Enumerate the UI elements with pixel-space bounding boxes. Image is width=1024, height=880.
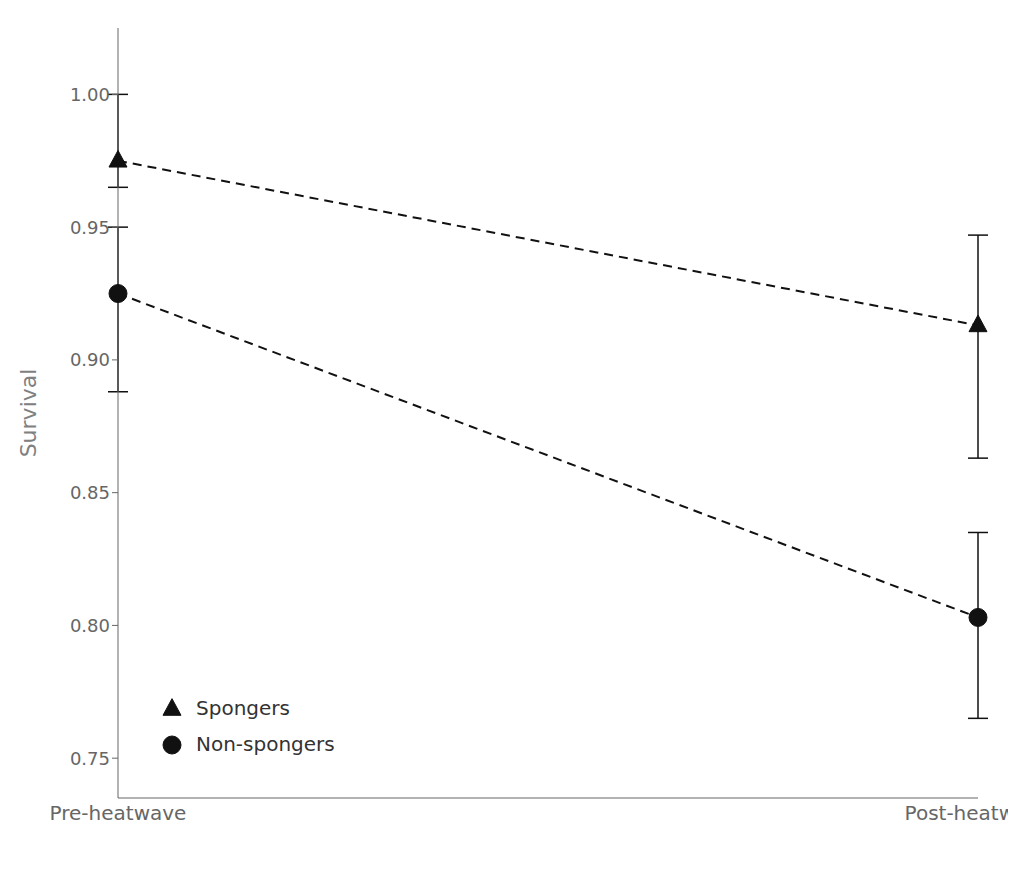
svg-text:0.85: 0.85 — [70, 482, 110, 503]
svg-text:Post-heatwave: Post-heatwave — [905, 801, 1008, 825]
html-text:Spongers: Spongers — [196, 696, 290, 720]
svg-text:1.00: 1.00 — [70, 84, 110, 105]
svg-text:0.90: 0.90 — [70, 349, 110, 370]
svg-text:0.95: 0.95 — [70, 217, 110, 238]
html-text:Non-spongers: Non-spongers — [196, 732, 335, 756]
svg-text:Survival: Survival — [16, 369, 41, 458]
svg-text:0.80: 0.80 — [70, 615, 110, 636]
svg-text:Pre-heatwave: Pre-heatwave — [50, 801, 187, 825]
svg-text:0.75: 0.75 — [70, 748, 110, 769]
